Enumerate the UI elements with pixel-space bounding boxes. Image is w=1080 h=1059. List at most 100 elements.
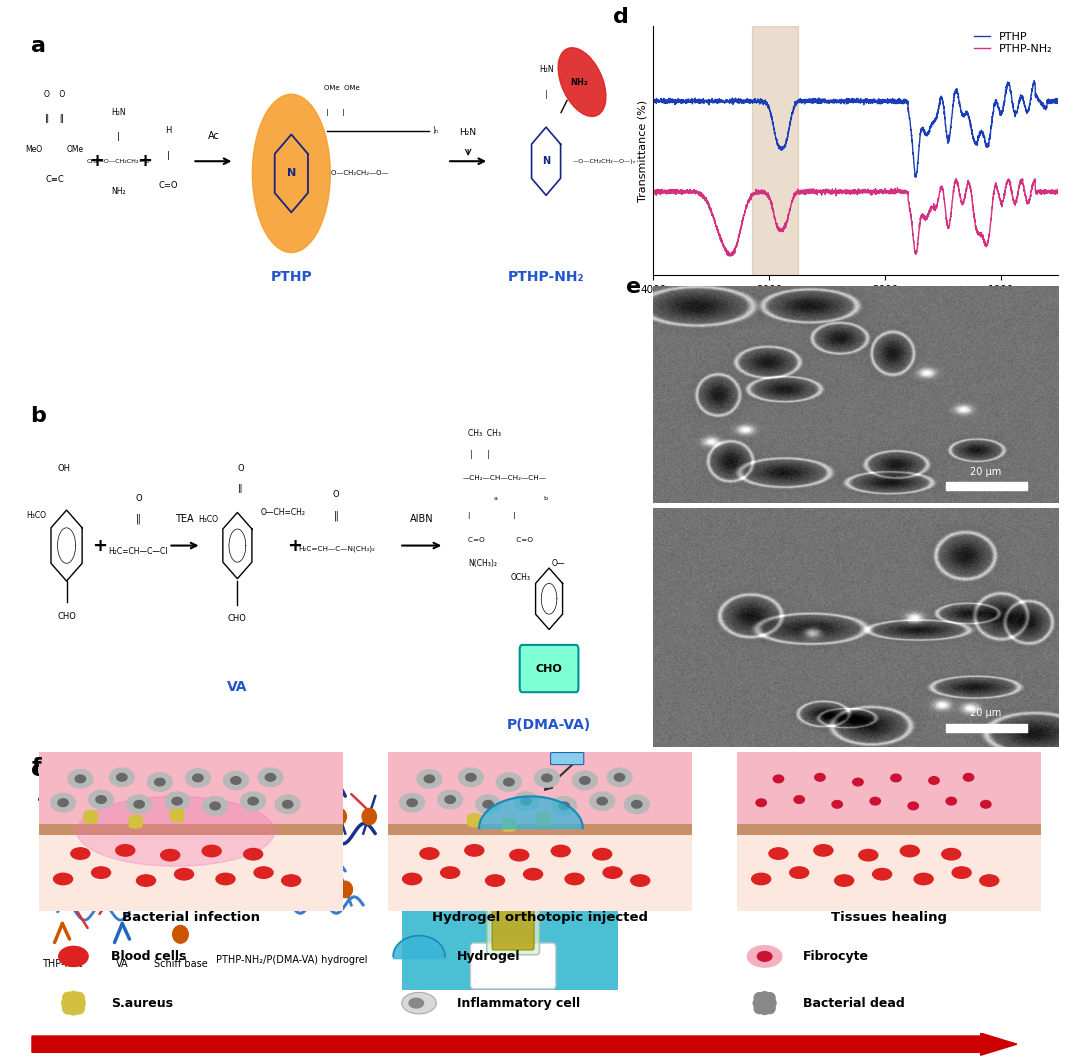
Text: P(DMA-VA): P(DMA-VA) (507, 718, 591, 733)
Circle shape (468, 818, 473, 823)
Ellipse shape (863, 792, 888, 810)
Circle shape (68, 991, 79, 1003)
Ellipse shape (535, 769, 559, 787)
PTHP-NH₂ (717, 239, 730, 252)
Ellipse shape (172, 797, 183, 805)
Circle shape (136, 822, 143, 828)
Text: ‖    ‖: ‖ ‖ (45, 114, 64, 123)
Ellipse shape (192, 774, 203, 782)
Text: Ac: Ac (207, 130, 219, 141)
Text: |: | (118, 132, 120, 141)
Text: PTHP-NH₂/P(DMA-VA) hydrogrel: PTHP-NH₂/P(DMA-VA) hydrogrel (216, 954, 367, 965)
Text: |                   |: | | (468, 513, 515, 520)
Ellipse shape (914, 874, 933, 884)
Ellipse shape (814, 773, 825, 782)
Circle shape (171, 815, 177, 822)
Circle shape (505, 822, 512, 828)
Circle shape (63, 1003, 73, 1013)
Circle shape (75, 820, 89, 834)
Ellipse shape (963, 773, 974, 782)
Circle shape (766, 998, 777, 1008)
Ellipse shape (475, 795, 501, 813)
Text: CHO: CHO (57, 612, 76, 621)
Ellipse shape (266, 773, 275, 782)
Text: OMe: OMe (67, 145, 84, 154)
Text: VA: VA (227, 681, 247, 695)
Ellipse shape (946, 797, 957, 805)
Circle shape (502, 819, 509, 825)
PTHP-NH₂ (647, 184, 660, 197)
Ellipse shape (154, 778, 165, 786)
Ellipse shape (424, 775, 434, 783)
PTHP (909, 170, 922, 183)
Circle shape (68, 998, 79, 1008)
Circle shape (177, 815, 184, 822)
Ellipse shape (572, 771, 597, 790)
Text: Tissues healing: Tissues healing (831, 911, 947, 923)
Circle shape (177, 809, 184, 815)
Bar (737, 836, 1041, 911)
Text: H₂C=CH—C—Cl: H₂C=CH—C—Cl (109, 548, 168, 556)
Circle shape (332, 808, 347, 825)
Text: MeO: MeO (25, 145, 42, 154)
PTHP-NH₂ (820, 186, 833, 199)
Ellipse shape (980, 875, 999, 886)
Ellipse shape (283, 801, 293, 808)
Ellipse shape (747, 946, 782, 967)
Ellipse shape (186, 769, 211, 787)
Circle shape (174, 809, 180, 814)
PTHP (820, 95, 833, 108)
Ellipse shape (409, 999, 423, 1008)
Circle shape (544, 815, 551, 822)
Ellipse shape (241, 792, 266, 810)
Ellipse shape (752, 874, 771, 884)
Circle shape (62, 998, 72, 1008)
Circle shape (509, 819, 515, 825)
Ellipse shape (231, 776, 241, 785)
Circle shape (475, 818, 482, 823)
Text: O: O (333, 490, 339, 499)
PTHP (1028, 74, 1041, 87)
Text: OH: OH (57, 464, 70, 473)
Ellipse shape (870, 797, 880, 805)
Ellipse shape (224, 771, 248, 790)
Ellipse shape (248, 797, 258, 805)
Ellipse shape (835, 875, 853, 886)
Ellipse shape (631, 875, 650, 886)
PTHP-NH₂ (693, 187, 706, 200)
Line: PTHP: PTHP (653, 80, 1058, 177)
Circle shape (75, 998, 85, 1008)
Text: |: | (167, 150, 170, 160)
Circle shape (91, 811, 97, 816)
Circle shape (63, 992, 73, 1003)
Ellipse shape (956, 768, 981, 787)
Y-axis label: Transmittance (%): Transmittance (%) (638, 100, 648, 202)
Ellipse shape (901, 845, 919, 857)
Ellipse shape (210, 802, 220, 810)
Circle shape (765, 1003, 775, 1013)
Ellipse shape (565, 874, 584, 884)
Ellipse shape (593, 848, 611, 860)
Text: Schiff base: Schiff base (153, 959, 207, 969)
Ellipse shape (597, 797, 607, 805)
Ellipse shape (973, 795, 998, 813)
Text: N(CH₃)₂: N(CH₃)₂ (468, 559, 497, 568)
Bar (388, 824, 692, 837)
Ellipse shape (244, 848, 262, 860)
Ellipse shape (164, 792, 190, 810)
Text: H₂N: H₂N (539, 66, 553, 74)
Text: O: O (135, 493, 141, 503)
Ellipse shape (794, 795, 805, 804)
Text: C≡C: C≡C (45, 175, 64, 184)
Ellipse shape (483, 801, 494, 808)
Ellipse shape (514, 792, 539, 810)
Circle shape (133, 819, 138, 825)
Text: PTHP-NH₂: PTHP-NH₂ (508, 270, 584, 284)
Ellipse shape (465, 773, 476, 782)
Circle shape (170, 812, 176, 819)
Circle shape (471, 821, 477, 827)
Text: Fibrocyte: Fibrocyte (802, 950, 868, 963)
Ellipse shape (126, 795, 151, 813)
Circle shape (133, 815, 138, 821)
Text: —O—CH₂CH₂—O—)ₙ: —O—CH₂CH₂—O—)ₙ (573, 159, 636, 164)
